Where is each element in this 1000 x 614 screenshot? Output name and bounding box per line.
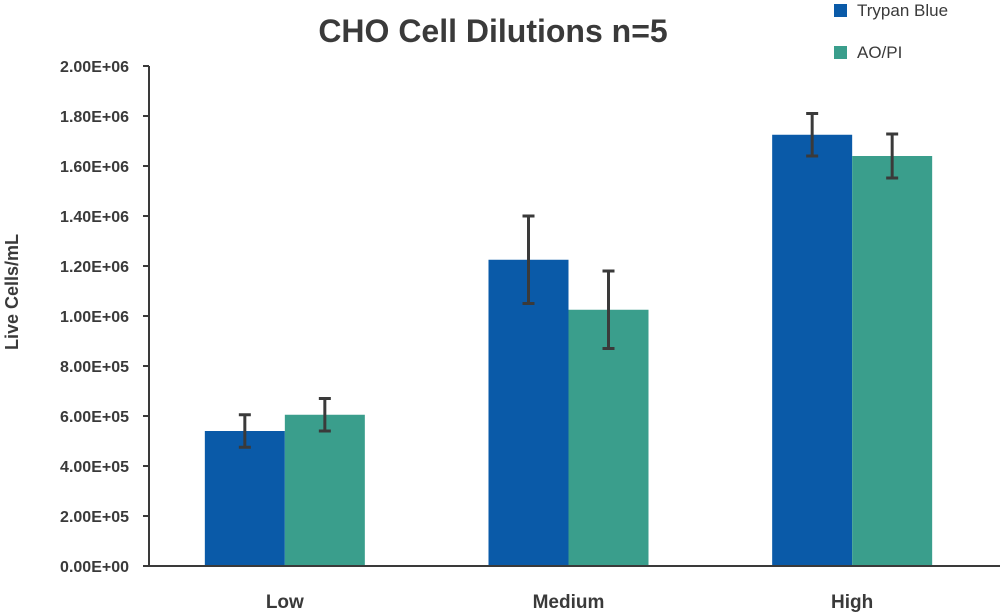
y-tick-label: 4.00E+05: [60, 459, 129, 476]
bar-ao-pi-medium: [568, 309, 649, 566]
y-tick-label: 6.00E+05: [60, 409, 129, 426]
y-axis-label: Live Cells/mL: [2, 234, 22, 350]
y-tick-label: 1.60E+06: [60, 159, 129, 176]
x-tick-label-low: Low: [266, 592, 304, 613]
bar-ao-pi-low: [284, 414, 365, 566]
x-tick-label-medium: Medium: [533, 592, 605, 613]
y-tick-label: 1.40E+06: [60, 209, 129, 226]
y-tick-label: 1.20E+06: [60, 259, 129, 276]
legend-label-trypan-blue: Trypan Blue: [857, 1, 948, 20]
y-axis-ticks: 0.00E+00 2.00E+05 4.00E+05 6.00E+05 8.00E+05…: [60, 59, 149, 576]
y-tick-label: 2.00E+06: [60, 59, 129, 76]
y-tick-label: 8.00E+05: [60, 359, 129, 376]
bars-group: [204, 134, 933, 566]
y-tick-label: 0.00E+00: [60, 559, 129, 576]
y-tick-label: 2.00E+05: [60, 509, 129, 526]
x-tick-label-high: High: [831, 592, 873, 613]
legend-label-ao-pi: AO/PI: [857, 43, 902, 62]
bar-trypan-blue-medium: [488, 259, 569, 566]
legend-swatch-trypan-blue: [834, 4, 847, 17]
x-axis-ticks: Low Medium High: [266, 592, 873, 613]
y-tick-label: 1.00E+06: [60, 309, 129, 326]
bar-trypan-blue-high: [772, 134, 853, 566]
legend-swatch-ao-pi: [834, 46, 847, 59]
error-bars-group: [238, 112, 899, 449]
chart-title: CHO Cell Dilutions n=5: [318, 13, 667, 49]
bar-ao-pi-high: [852, 156, 933, 566]
y-tick-label: 1.80E+06: [60, 109, 129, 126]
bar-trypan-blue-low: [204, 431, 285, 566]
legend: Trypan Blue AO/PI: [834, 1, 948, 62]
